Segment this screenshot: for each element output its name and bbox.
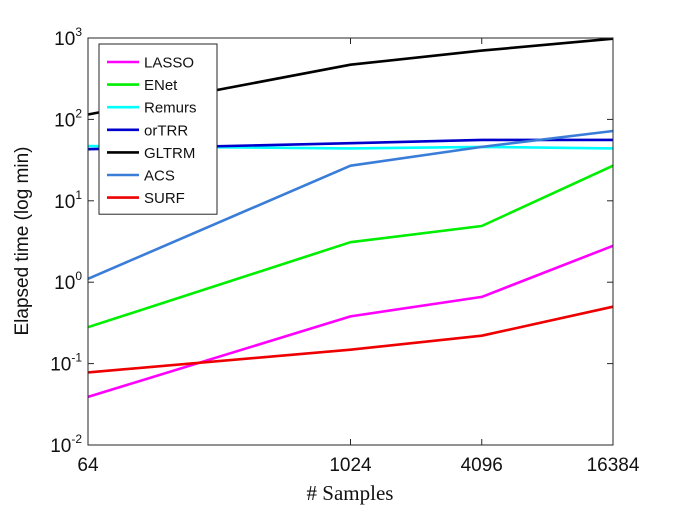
legend-label-acs: ACS <box>144 168 175 185</box>
y-tick-label: 103 <box>54 25 82 50</box>
legend-label-remurs: Remurs <box>144 100 197 117</box>
x-tick-label: 16384 <box>587 455 640 476</box>
series-line-surf <box>87 305 614 374</box>
legend-label-lasso: LASSO <box>144 55 194 72</box>
series-line-gltrm <box>87 37 614 116</box>
x-axis-label: # Samples <box>307 481 394 505</box>
x-tick-label: 64 <box>77 455 99 476</box>
y-tick-label: 10-2 <box>50 432 82 457</box>
y-tick-label: 102 <box>54 106 82 131</box>
y-tick-exponent: -1 <box>71 351 82 365</box>
y-tick-base: 10 <box>54 192 75 213</box>
y-tick-base: 10 <box>54 273 75 294</box>
y-tick-label: 10-1 <box>50 351 82 376</box>
legend-label-ortrr: orTRR <box>144 122 188 139</box>
legend-label-enet: ENet <box>144 77 178 94</box>
y-tick-exponent: -2 <box>71 432 82 446</box>
y-tick-exponent: 0 <box>75 269 82 283</box>
series-line-enet <box>87 164 614 329</box>
legend-label-surf: SURF <box>144 190 185 207</box>
y-tick-label: 101 <box>54 188 82 213</box>
y-tick-exponent: 3 <box>75 25 82 39</box>
series-line-acs <box>87 129 614 280</box>
y-tick-exponent: 1 <box>75 188 82 202</box>
y-tick-label: 100 <box>54 269 82 294</box>
y-tick-base: 10 <box>50 436 71 457</box>
series-line-lasso <box>87 244 614 399</box>
series-layer <box>87 37 614 399</box>
x-tick-label: 4096 <box>461 455 503 476</box>
y-tick-exponent: 2 <box>75 106 82 120</box>
x-tick-label: 1024 <box>329 455 372 476</box>
y-axis-label: Elapsed time (log min) <box>12 146 33 335</box>
legend-label-gltrm: GLTRM <box>144 145 195 162</box>
y-tick-base: 10 <box>50 355 71 376</box>
legend: LASSO ENet Remurs orTRR GLTRM ACS SURF <box>98 43 218 215</box>
y-tick-base: 10 <box>54 29 75 50</box>
y-tick-base: 10 <box>54 110 75 131</box>
